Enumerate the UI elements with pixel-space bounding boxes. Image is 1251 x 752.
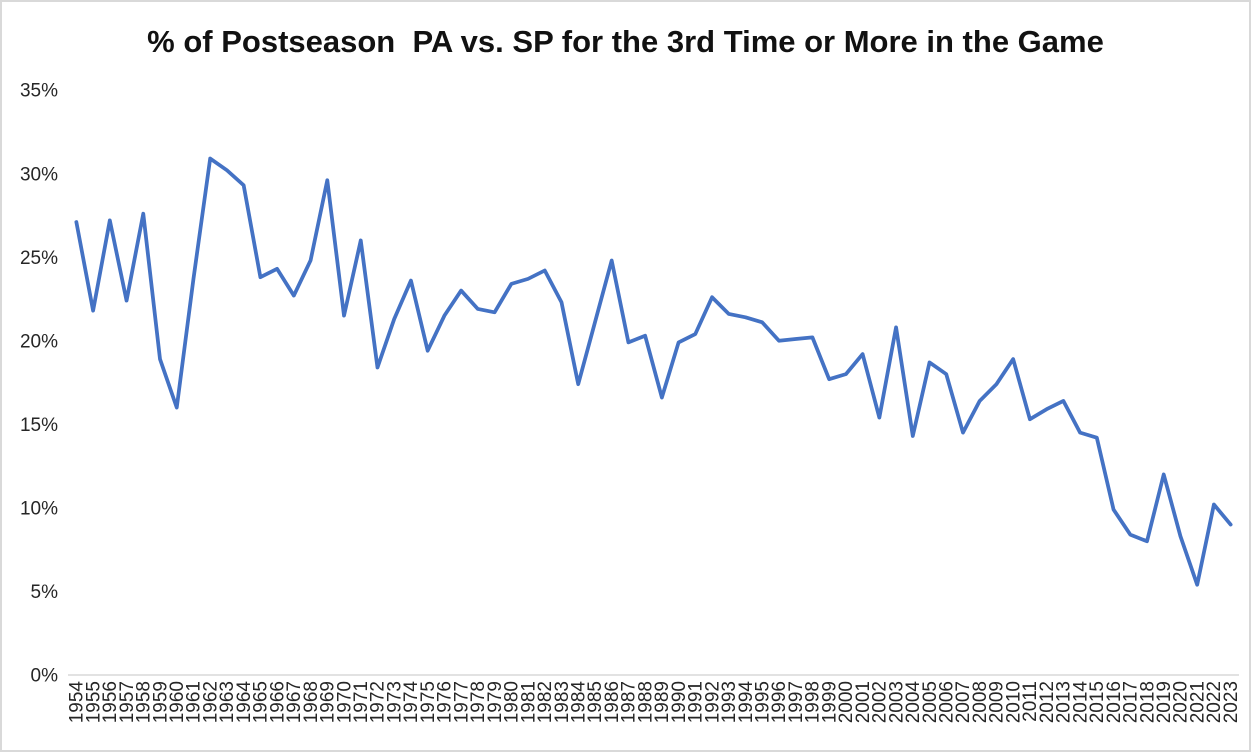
x-tick-label-1985: 1985 (585, 681, 606, 723)
x-tick-label-1983: 1983 (552, 681, 573, 723)
x-tick-label-2020: 2020 (1171, 681, 1192, 723)
x-tick-label-1957: 1957 (117, 681, 138, 723)
x-tick-label-1989: 1989 (652, 681, 673, 723)
x-tick-label-1963: 1963 (217, 681, 238, 723)
y-tick-label-30pct: 30% (20, 164, 58, 185)
x-tick-label-1969: 1969 (318, 681, 339, 723)
x-tick-label-2003: 2003 (886, 681, 907, 723)
x-tick-label-1997: 1997 (786, 681, 807, 723)
y-tick-label-0pct: 0% (31, 666, 59, 687)
x-tick-label-1981: 1981 (518, 681, 539, 723)
x-tick-label-2006: 2006 (937, 681, 958, 723)
x-tick-label-1987: 1987 (619, 681, 640, 723)
x-tick-label-1977: 1977 (451, 681, 472, 723)
x-tick-label-2013: 2013 (1054, 681, 1075, 723)
x-tick-label-2005: 2005 (920, 681, 941, 723)
x-tick-label-1962: 1962 (200, 681, 221, 723)
x-tick-label-1965: 1965 (251, 681, 272, 723)
x-tick-label-1994: 1994 (736, 681, 757, 724)
x-tick-label-1990: 1990 (669, 681, 690, 723)
x-tick-label-1999: 1999 (819, 681, 840, 723)
y-tick-label-20pct: 20% (20, 331, 58, 352)
x-tick-label-1976: 1976 (435, 681, 456, 723)
x-tick-label-1979: 1979 (485, 681, 506, 723)
x-tick-label-1971: 1971 (351, 681, 372, 723)
x-tick-label-1967: 1967 (284, 681, 305, 723)
x-tick-label-1959: 1959 (150, 681, 171, 723)
x-tick-label-2023: 2023 (1221, 681, 1242, 723)
x-tick-label-2021: 2021 (1187, 681, 1208, 723)
x-tick-label-1992: 1992 (702, 681, 723, 723)
x-tick-label-1958: 1958 (134, 681, 155, 723)
x-tick-label-2007: 2007 (953, 681, 974, 723)
x-tick-label-2017: 2017 (1121, 681, 1142, 723)
x-tick-label-1966: 1966 (267, 681, 288, 723)
x-tick-label-1970: 1970 (334, 681, 355, 723)
x-tick-label-2000: 2000 (836, 681, 857, 723)
x-tick-label-1980: 1980 (502, 681, 523, 723)
x-tick-label-2014: 2014 (1070, 681, 1091, 724)
x-tick-label-2022: 2022 (1204, 681, 1225, 723)
x-tick-label-1968: 1968 (301, 681, 322, 723)
y-tick-label-10pct: 10% (20, 499, 58, 520)
x-tick-label-1972: 1972 (368, 681, 389, 723)
x-tick-label-1955: 1955 (83, 681, 104, 723)
series-line-postseason-pa-pct (74, 156, 1233, 587)
x-tick-label-2009: 2009 (987, 681, 1008, 723)
x-tick-label-1996: 1996 (769, 681, 790, 723)
x-tick-label-1964: 1964 (234, 681, 255, 724)
x-tick-label-2004: 2004 (903, 681, 924, 724)
x-tick-label-2010: 2010 (1003, 681, 1024, 723)
chart-title: % of Postseason PA vs. SP for the 3rd Ti… (147, 24, 1104, 59)
x-tick-label-2015: 2015 (1087, 681, 1108, 723)
x-tick-label-1954: 1954 (67, 681, 88, 724)
x-tick-label-1995: 1995 (753, 681, 774, 723)
x-tick-label-1984: 1984 (568, 681, 589, 724)
x-tick-label-1988: 1988 (635, 681, 656, 723)
x-tick-label-1982: 1982 (535, 681, 556, 723)
x-tick-label-2012: 2012 (1037, 681, 1058, 723)
x-tick-label-1974: 1974 (401, 681, 422, 724)
x-tick-label-1960: 1960 (167, 681, 188, 723)
x-tick-label-1993: 1993 (719, 681, 740, 723)
x-tick-label-2002: 2002 (870, 681, 891, 723)
x-tick-label-2011: 2011 (1020, 681, 1041, 722)
x-tick-label-1998: 1998 (803, 681, 824, 723)
x-tick-label-1961: 1961 (184, 681, 205, 723)
x-tick-label-2016: 2016 (1104, 681, 1125, 723)
x-tick-label-1986: 1986 (602, 681, 623, 723)
x-tick-label-1978: 1978 (468, 681, 489, 723)
y-tick-label-25pct: 25% (20, 248, 58, 269)
x-tick-label-1991: 1991 (686, 681, 707, 723)
x-tick-label-1975: 1975 (418, 681, 439, 723)
y-tick-label-35pct: 35% (20, 81, 58, 102)
x-tick-label-2018: 2018 (1137, 681, 1158, 723)
x-tick-label-2008: 2008 (970, 681, 991, 723)
x-tick-label-1956: 1956 (100, 681, 121, 723)
y-tick-label-15pct: 15% (20, 415, 58, 436)
y-tick-label-5pct: 5% (31, 582, 59, 603)
x-tick-label-2001: 2001 (853, 681, 874, 723)
x-tick-label-2019: 2019 (1154, 681, 1175, 723)
x-tick-label-1973: 1973 (384, 681, 405, 723)
